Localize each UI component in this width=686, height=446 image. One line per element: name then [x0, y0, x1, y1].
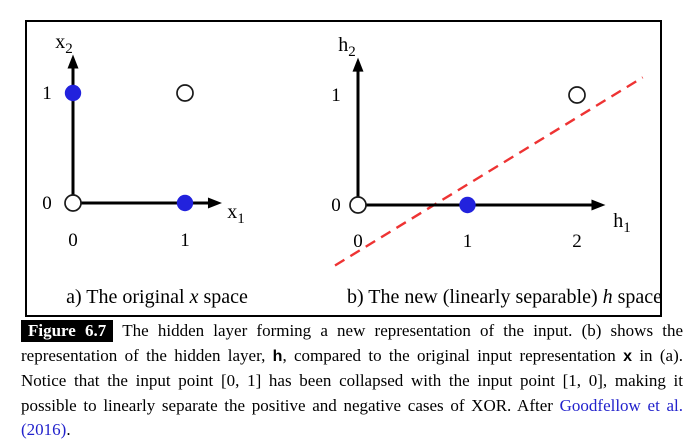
- subcaption-a: a) The original x space: [27, 286, 287, 309]
- citation-link-authors[interactable]: Goodfellow et al.: [559, 395, 683, 415]
- vector-x-symbol: x: [623, 347, 632, 365]
- figure-caption: Figure 6.7 The hidden layer forming a new…: [21, 319, 683, 443]
- subcaption-b-suffix: space: [612, 286, 663, 308]
- x-tick-label: 1: [463, 231, 473, 252]
- figure-label: Figure 6.7: [21, 320, 114, 342]
- y-axis-label: h2: [338, 34, 356, 60]
- decision-boundary-line: [334, 76, 644, 267]
- x-axis-label: x1: [227, 201, 245, 227]
- subcaption-a-prefix: a) The original: [66, 286, 190, 308]
- x-tick-label: 2: [572, 231, 582, 252]
- subcaption-b-prefix: b) The new (linearly separable): [347, 286, 603, 308]
- figure-frame: 0 1 0 1 x1 x2 0 1 2 0 1 h1 h2 a) The original x spac…: [25, 20, 662, 317]
- scatter-point-negative: [176, 84, 194, 102]
- vector-h-symbol: h: [272, 347, 283, 365]
- y-axis-arrowhead: [352, 57, 364, 72]
- scatter-point-negative: [349, 196, 367, 214]
- y-tick-label: 1: [331, 85, 341, 106]
- x-axis-label: h1: [613, 210, 631, 236]
- subcaption-a-suffix: space: [198, 286, 248, 308]
- y-tick-label: 0: [331, 195, 341, 216]
- x-tick-label: 1: [180, 230, 190, 251]
- subcaption-b-variable: h: [602, 286, 613, 308]
- scatter-point-positive: [64, 84, 82, 102]
- y-tick-label: 0: [42, 193, 52, 214]
- y-axis-label: x2: [55, 31, 73, 57]
- citation-link-year[interactable]: (2016): [21, 420, 67, 439]
- scatter-point-positive: [176, 194, 194, 212]
- y-axis-arrowhead: [67, 54, 79, 69]
- caption-text-3: in (a). Notice that the input point [0, …: [21, 345, 683, 415]
- x-axis-arrowhead: [591, 199, 606, 211]
- x-axis-arrowhead: [207, 197, 222, 209]
- x-tick-label: 0: [353, 231, 363, 252]
- y-tick-label: 1: [42, 83, 52, 104]
- caption-text-5: .: [66, 420, 71, 439]
- scatter-point-negative: [64, 194, 82, 212]
- caption-text-1: The hidden layer forming a new represent…: [21, 321, 683, 365]
- x-tick-label: 0: [68, 230, 78, 251]
- subcaption-b: b) The new (linearly separable) h space: [347, 286, 662, 309]
- figure-plots: 0 1 0 1 x1 x2 0 1 2 0 1 h1 h2: [42, 31, 644, 267]
- scatter-point-positive: [459, 196, 476, 214]
- scatter-point-negative: [568, 86, 586, 104]
- caption-text-2: , compared to the original input represe…: [282, 345, 624, 365]
- subcaption-a-variable: x: [189, 286, 199, 308]
